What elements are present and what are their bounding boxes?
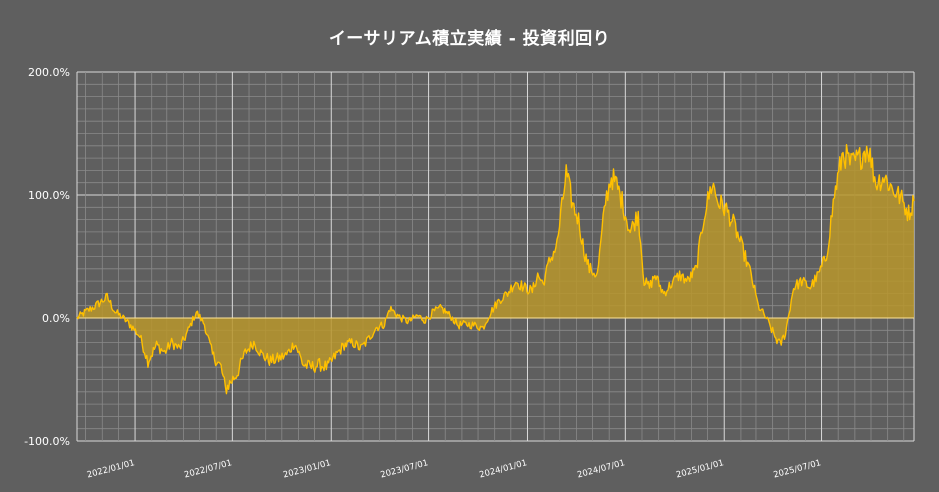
x-tick-label: 2024/07/01 xyxy=(576,458,626,480)
grid-layer xyxy=(76,71,915,442)
x-tick-label: 2025/07/01 xyxy=(772,458,822,480)
x-tick-label: 2022/07/01 xyxy=(183,458,233,480)
series-line xyxy=(76,143,915,395)
y-tick-label: -100.0% xyxy=(24,435,70,448)
chart-title: イーサリアム積立実績 - 投資利回り xyxy=(328,29,611,49)
x-tick-label: 2023/07/01 xyxy=(379,458,429,480)
y-tick-label: 200.0% xyxy=(28,66,70,79)
series-area-fill xyxy=(77,144,914,394)
area-layer xyxy=(76,143,915,395)
x-tick-label: 2024/01/01 xyxy=(478,458,528,480)
y-tick-label: 0.0% xyxy=(42,312,70,325)
x-tick-label: 2023/01/01 xyxy=(282,458,332,480)
y-tick-label: 100.0% xyxy=(28,189,70,202)
x-tick-label: 2022/01/01 xyxy=(86,458,136,480)
x-tick-label: 2025/01/01 xyxy=(675,458,725,480)
